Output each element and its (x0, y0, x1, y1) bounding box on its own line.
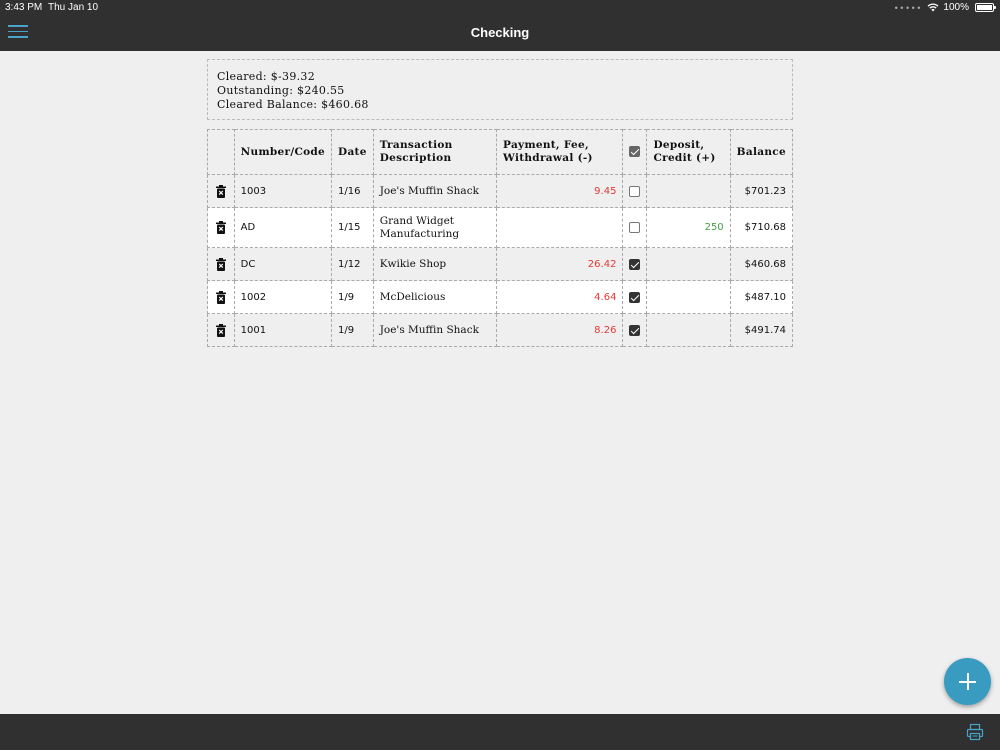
table-row[interactable]: AD 1/15 Grand Widget Manufacturing 250 $7… (207, 207, 794, 248)
row-cleared-checkbox[interactable] (622, 207, 648, 248)
signal-icon: • • • • • (894, 2, 921, 13)
checkbox-unchecked-icon (629, 222, 641, 233)
row-number: 1003 (233, 174, 333, 208)
row-number: AD (233, 207, 333, 248)
row-date: 1/16 (331, 174, 374, 208)
cleared-amount: Cleared: $-39.32 (217, 70, 316, 83)
table-row[interactable]: 1001 1/9 Joe's Muffin Shack 8.26 $491.74 (207, 313, 794, 347)
trash-icon (215, 290, 226, 304)
wifi-icon (927, 3, 939, 12)
row-date: 1/15 (331, 207, 374, 248)
row-deposit (646, 247, 731, 281)
printer-icon[interactable] (966, 723, 984, 741)
row-balance: $710.68 (729, 207, 794, 248)
delete-button[interactable] (207, 247, 235, 281)
add-transaction-button[interactable] (944, 658, 991, 705)
row-deposit (646, 280, 731, 314)
row-description: Grand Widget Manufacturing (372, 207, 498, 248)
row-balance: $491.74 (729, 313, 794, 347)
table-row[interactable]: 1002 1/9 McDelicious 4.64 $487.10 (207, 280, 794, 314)
row-description: Joe's Muffin Shack (372, 313, 498, 347)
row-date: 1/9 (331, 280, 374, 314)
row-description: McDelicious (372, 280, 498, 314)
status-time: 3:43 PM (5, 2, 43, 13)
row-number: 1001 (233, 313, 333, 347)
header-balance[interactable]: Balance (729, 129, 794, 175)
hamburger-icon[interactable] (8, 25, 28, 41)
row-payment: 8.26 (496, 313, 624, 347)
checkbox-checked-icon (629, 258, 641, 270)
row-cleared-checkbox[interactable] (622, 280, 648, 314)
header-date[interactable]: Date (331, 129, 374, 175)
row-deposit: 250 (646, 207, 731, 248)
row-cleared-checkbox[interactable] (622, 247, 648, 281)
outstanding-amount: Outstanding: $240.55 (217, 84, 345, 97)
row-description: Joe's Muffin Shack (372, 174, 498, 208)
row-date: 1/9 (331, 313, 374, 347)
row-cleared-checkbox[interactable] (622, 174, 648, 208)
checkbox-checked-icon (629, 324, 641, 336)
trash-icon (215, 184, 226, 198)
row-description: Kwikie Shop (372, 247, 498, 281)
row-payment: 4.64 (496, 280, 624, 314)
row-balance: $701.23 (729, 174, 794, 208)
cleared-header-checkbox-icon (629, 146, 641, 157)
trash-icon (215, 323, 226, 337)
row-deposit (646, 313, 731, 347)
status-date: Thu Jan 10 (48, 2, 99, 13)
row-deposit (646, 174, 731, 208)
table-row[interactable]: DC 1/12 Kwikie Shop 26.42 $460.68 (207, 247, 794, 281)
row-payment (496, 207, 624, 248)
page-title: Checking (470, 25, 530, 40)
checkbox-checked-icon (629, 291, 641, 303)
delete-button[interactable] (207, 174, 235, 208)
checkbox-unchecked-icon (629, 185, 641, 197)
delete-button[interactable] (207, 280, 235, 314)
nav-bar: Checking (0, 16, 1000, 51)
status-right: • • • • • 100% (894, 2, 996, 13)
trash-icon (215, 257, 226, 271)
header-cleared[interactable] (622, 129, 648, 175)
table-header-row: Number/Code Date Transaction Description … (207, 129, 794, 175)
cleared-balance: Cleared Balance: $460.68 (217, 98, 369, 111)
delete-button[interactable] (207, 313, 235, 347)
header-delete (207, 129, 235, 175)
row-date: 1/12 (331, 247, 374, 281)
table-row[interactable]: 1003 1/16 Joe's Muffin Shack 9.45 $701.2… (207, 174, 794, 208)
trash-icon (215, 221, 226, 234)
header-deposit[interactable]: Deposit, Credit (+) (646, 129, 731, 175)
bottom-toolbar (0, 714, 1000, 750)
header-payment[interactable]: Payment, Fee, Withdrawal (-) (496, 129, 624, 175)
row-number: DC (233, 247, 333, 281)
header-number[interactable]: Number/Code (233, 129, 333, 175)
row-number: 1002 (233, 280, 333, 314)
battery-icon (975, 3, 996, 12)
row-cleared-checkbox[interactable] (622, 313, 648, 347)
account-summary: Cleared: $-39.32 Outstanding: $240.55 Cl… (207, 59, 793, 120)
row-balance: $460.68 (729, 247, 794, 281)
row-payment: 9.45 (496, 174, 624, 208)
row-payment: 26.42 (496, 247, 624, 281)
status-bar: 3:43 PM Thu Jan 10 • • • • • 100% (0, 0, 1000, 16)
battery-percent: 100% (943, 2, 969, 13)
delete-button[interactable] (207, 207, 235, 248)
header-description[interactable]: Transaction Description (372, 129, 498, 175)
transactions-table: Number/Code Date Transaction Description … (207, 129, 794, 347)
row-balance: $487.10 (729, 280, 794, 314)
